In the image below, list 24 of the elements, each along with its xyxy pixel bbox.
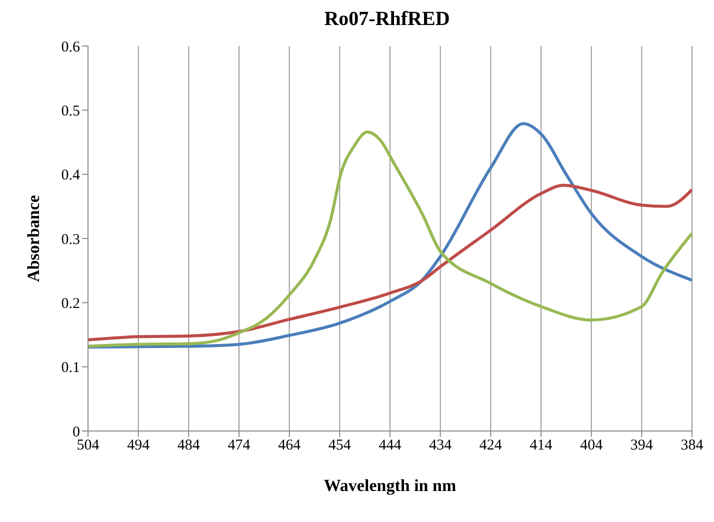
x-tick-label: 454: [328, 438, 352, 454]
x-tick-label: 494: [127, 438, 150, 454]
x-tick-label: 484: [177, 438, 200, 454]
x-tick-label: 464: [278, 438, 302, 454]
x-tick-label: 424: [479, 438, 502, 454]
x-tick-label: 504: [76, 438, 100, 454]
y-tick-label: 0.6: [61, 39, 80, 56]
y-tick-label: 0.5: [61, 103, 80, 120]
y-tick-label: 0: [72, 424, 80, 440]
x-axis-title: Wavelength in nm: [324, 476, 456, 495]
y-axis-title: Absorbance: [24, 194, 44, 282]
line-series: [88, 184, 692, 342]
chart-title: Ro07-RhfRED: [323, 8, 451, 31]
x-tick-label: 394: [630, 438, 654, 454]
x-tick-label: 444: [378, 438, 402, 454]
y-tick-label: 0.2: [61, 296, 80, 312]
x-tick-label: 474: [228, 438, 251, 454]
x-tick-label: 414: [530, 438, 553, 454]
x-tick-label: 434: [429, 438, 452, 454]
x-tick-label: 384: [680, 438, 704, 454]
y-tick-label: 0.4: [61, 168, 80, 184]
x-tick-label: 404: [580, 438, 604, 454]
y-tick-label: 0.3: [61, 232, 80, 248]
y-tick-label: 0.1: [61, 360, 80, 376]
